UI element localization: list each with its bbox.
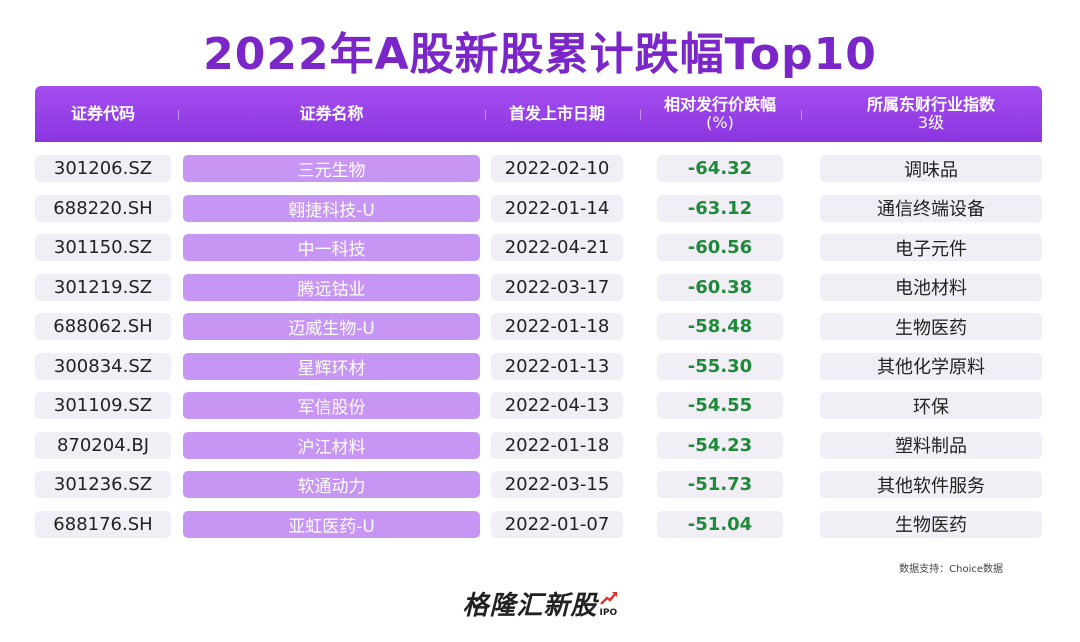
cell-industry: 电池材料 bbox=[820, 273, 1042, 301]
cell-code: 301236.SZ bbox=[35, 471, 171, 498]
header-name: 证券名称 bbox=[299, 104, 364, 123]
table-row: 301206.SZ 三元生物 2022-02-10 -64.32 调味品 bbox=[35, 152, 1042, 192]
cell-listing-date: 2022-01-18 bbox=[491, 313, 623, 340]
table-row: 301150.SZ 中一科技 2022-04-21 -60.56 电子元件 bbox=[35, 231, 1042, 271]
cell-decline: -63.12 bbox=[657, 194, 783, 222]
table-header: 证券代码 证券名称 首发上市日期 相对发行价跌幅 (%) 所属东财行业指数 3级 bbox=[35, 86, 1042, 142]
cell-industry: 通信终端设备 bbox=[820, 194, 1042, 222]
header-change-label: 相对发行价跌幅 bbox=[663, 95, 776, 114]
cell-name: 中一科技 bbox=[183, 234, 480, 261]
table-row: 688220.SH 翱捷科技-U 2022-01-14 -63.12 通信终端设备 bbox=[35, 192, 1042, 232]
cell-name: 软通动力 bbox=[183, 471, 480, 498]
cell-decline: -58.48 bbox=[657, 313, 783, 340]
cell-industry: 塑料制品 bbox=[820, 431, 1042, 459]
cell-decline: -64.32 bbox=[657, 155, 783, 182]
rising-arrow-icon bbox=[599, 591, 617, 605]
cell-code: 301150.SZ bbox=[35, 234, 171, 261]
cell-code: 688176.SH bbox=[35, 510, 171, 538]
cell-listing-date: 2022-02-10 bbox=[491, 155, 623, 182]
cell-listing-date: 2022-01-14 bbox=[491, 194, 623, 222]
cell-code: 688220.SH bbox=[35, 194, 171, 222]
cell-decline: -51.04 bbox=[657, 510, 783, 538]
cell-decline: -54.55 bbox=[657, 392, 783, 419]
cell-name: 亚虹医药-U bbox=[183, 510, 480, 538]
brand-mark: IPO bbox=[600, 590, 618, 618]
cell-industry: 电子元件 bbox=[820, 234, 1042, 261]
cell-listing-date: 2022-01-07 bbox=[491, 510, 623, 538]
cell-code: 688062.SH bbox=[35, 313, 171, 340]
cell-industry: 其他化学原料 bbox=[820, 352, 1042, 380]
brand-ipo-tag: IPO bbox=[599, 607, 618, 618]
cell-code: 300834.SZ bbox=[35, 352, 171, 380]
cell-code: 301219.SZ bbox=[35, 273, 171, 301]
header-separator bbox=[640, 110, 641, 120]
header-separator bbox=[801, 110, 802, 120]
cell-name: 迈威生物-U bbox=[183, 313, 480, 340]
header-industry-label: 所属东财行业指数 bbox=[866, 95, 995, 114]
cell-name: 腾远钴业 bbox=[183, 273, 480, 301]
cell-industry: 环保 bbox=[820, 392, 1042, 419]
header-date: 首发上市日期 bbox=[508, 104, 605, 123]
cell-industry: 其他软件服务 bbox=[820, 471, 1042, 498]
table-row: 301236.SZ 软通动力 2022-03-15 -51.73 其他软件服务 bbox=[35, 468, 1042, 508]
cell-decline: -51.73 bbox=[657, 471, 783, 498]
cell-listing-date: 2022-04-13 bbox=[491, 392, 623, 419]
table-row: 301219.SZ 腾远钴业 2022-03-17 -60.38 电池材料 bbox=[35, 271, 1042, 311]
cell-code: 301206.SZ bbox=[35, 155, 171, 182]
cell-listing-date: 2022-01-18 bbox=[491, 431, 623, 459]
table-row: 688062.SH 迈威生物-U 2022-01-18 -58.48 生物医药 bbox=[35, 310, 1042, 350]
cell-name: 翱捷科技-U bbox=[183, 194, 480, 222]
cell-name: 三元生物 bbox=[183, 155, 480, 182]
cell-listing-date: 2022-04-21 bbox=[491, 234, 623, 261]
data-source-note: 数据支持：Choice数据 bbox=[899, 564, 1003, 575]
header-separator bbox=[178, 110, 179, 120]
cell-name: 星辉环材 bbox=[183, 352, 480, 380]
cell-decline: -60.56 bbox=[657, 234, 783, 261]
table-row: 300834.SZ 星辉环材 2022-01-13 -55.30 其他化学原料 bbox=[35, 350, 1042, 390]
cell-industry: 调味品 bbox=[820, 155, 1042, 182]
header-change-unit: (%) bbox=[706, 113, 734, 132]
cell-decline: -60.38 bbox=[657, 273, 783, 301]
cell-name: 军信股份 bbox=[183, 392, 480, 419]
footer-logo: 格隆汇新股 IPO bbox=[0, 585, 1080, 622]
header-separator bbox=[485, 110, 486, 120]
header-change: 相对发行价跌幅 (%) bbox=[657, 86, 783, 142]
cell-listing-date: 2022-03-15 bbox=[491, 471, 623, 498]
table-body: 301206.SZ 三元生物 2022-02-10 -64.32 调味品 688220.S… bbox=[35, 152, 1042, 547]
table-row: 870204.BJ 沪江材料 2022-01-18 -54.23 塑料制品 bbox=[35, 429, 1042, 469]
header-industry-level: 3级 bbox=[917, 113, 945, 132]
ipo-decline-table: 证券代码 证券名称 首发上市日期 相对发行价跌幅 (%) 所属东财行业指数 3级… bbox=[35, 86, 1042, 547]
table-row: 301109.SZ 军信股份 2022-04-13 -54.55 环保 bbox=[35, 389, 1042, 429]
cell-decline: -55.30 bbox=[657, 352, 783, 380]
chart-title: 2022年A股新股累计跌幅Top10 bbox=[203, 29, 877, 80]
cell-listing-date: 2022-03-17 bbox=[491, 273, 623, 301]
brand-logo: 格隆汇新股 bbox=[462, 591, 598, 621]
cell-industry: 生物医药 bbox=[820, 510, 1042, 538]
header-industry: 所属东财行业指数 3级 bbox=[820, 86, 1042, 142]
cell-code: 870204.BJ bbox=[35, 431, 171, 459]
cell-listing-date: 2022-01-13 bbox=[491, 352, 623, 380]
table-row: 688176.SH 亚虹医药-U 2022-01-07 -51.04 生物医药 bbox=[35, 508, 1042, 548]
cell-code: 301109.SZ bbox=[35, 392, 171, 419]
header-code: 证券代码 bbox=[70, 104, 135, 123]
cell-name: 沪江材料 bbox=[183, 431, 480, 459]
cell-decline: -54.23 bbox=[657, 431, 783, 459]
cell-industry: 生物医药 bbox=[820, 313, 1042, 340]
